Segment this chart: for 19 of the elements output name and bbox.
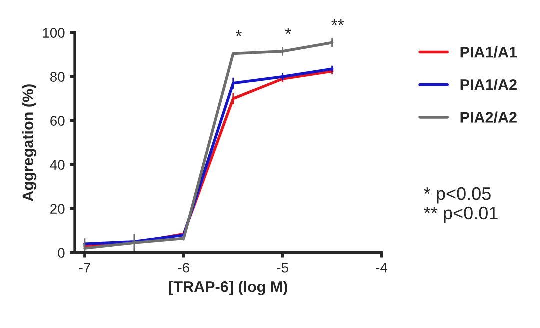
x-tick-label: -6 <box>178 262 190 273</box>
y-tick-label: 40 <box>50 160 65 170</box>
x-axis-title: [TRAP-6] (log M) <box>169 281 288 296</box>
annotation: * <box>236 30 242 36</box>
y-tick-label: 80 <box>50 72 65 82</box>
x-tick-label: -7 <box>79 263 90 273</box>
annotation: * <box>285 28 292 34</box>
text: * p<0.05 ** p<0.01 <box>424 187 498 224</box>
y-tick-label: 0 <box>58 248 65 258</box>
legend-label: PIA2/A2 <box>460 112 517 124</box>
y-tick-label: 60 <box>50 116 65 126</box>
y-axis-title: Aggregation (%) <box>22 84 37 202</box>
y-tick-label: 100 <box>43 28 65 38</box>
x-tick-label: -4 <box>376 263 388 273</box>
legend-label: PIA1/A2 <box>460 79 517 90</box>
legend-label: PIA1/A1 <box>460 46 518 58</box>
x-tick-label: -5 <box>277 263 288 273</box>
y-tick-label: 20 <box>50 204 65 214</box>
annotation: ** <box>332 19 344 26</box>
